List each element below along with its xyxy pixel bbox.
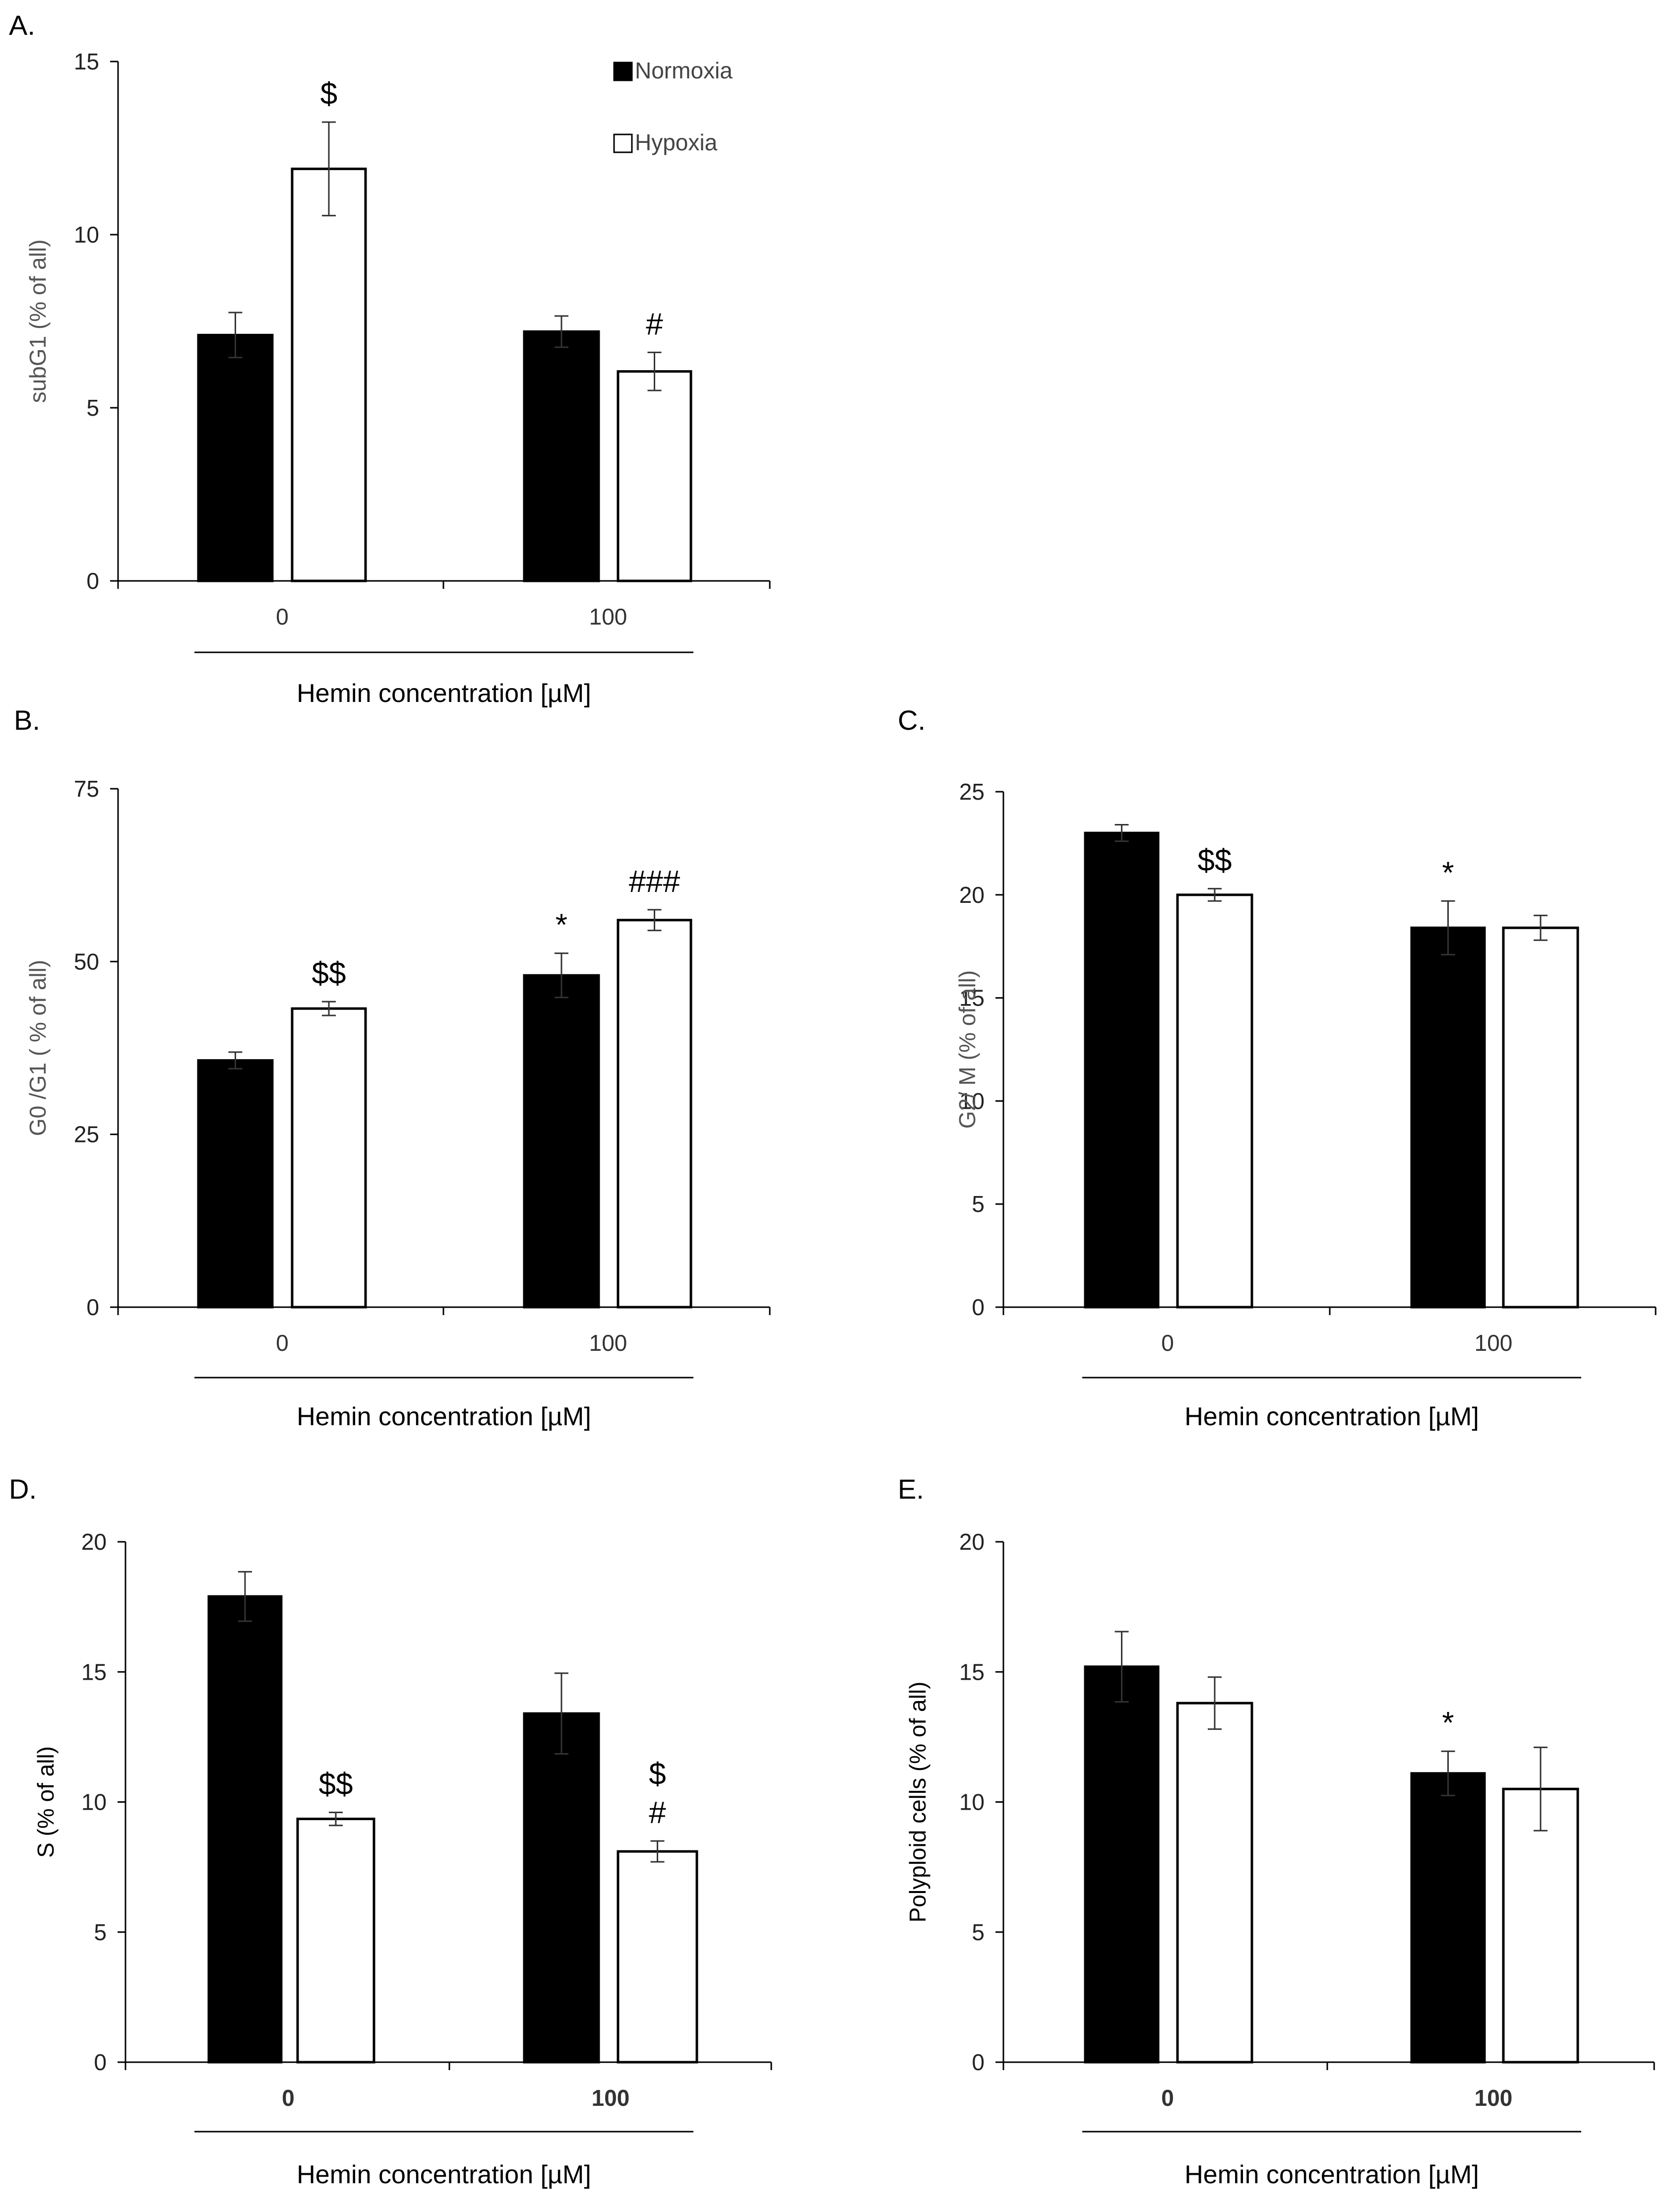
bar-hypoxia-100 bbox=[617, 1850, 698, 2064]
significance-label: * bbox=[1442, 856, 1454, 890]
y-tick-label: 5 bbox=[972, 1919, 985, 1945]
bar-hypoxia-0 bbox=[1176, 1702, 1253, 2064]
legend-swatch-normoxia bbox=[613, 62, 633, 81]
x-axis-label: Hemin concentration [µM] bbox=[297, 1402, 591, 1431]
x-category-label: 100 bbox=[1475, 2085, 1513, 2111]
y-axis-label: S (% of all) bbox=[33, 1746, 59, 1858]
y-tick-label: 50 bbox=[74, 948, 99, 974]
legend-swatch-hypoxia bbox=[613, 133, 633, 153]
x-category-label: 100 bbox=[1475, 1330, 1513, 1356]
bar-normoxia-100 bbox=[523, 974, 600, 1309]
y-tick-label: 10 bbox=[959, 1088, 985, 1114]
y-tick-label: 20 bbox=[81, 1529, 107, 1555]
panel-d-chart: D. 0 5 10 15 20 $$ 0 $ #100 Hemin concentration [… bbox=[9, 1473, 772, 2189]
significance-label: # bbox=[649, 1796, 666, 1830]
significance-label: $ bbox=[320, 77, 337, 111]
y-tick-label: 20 bbox=[959, 882, 985, 908]
significance-label: $ bbox=[649, 1757, 666, 1791]
bar-hypoxia-0 bbox=[296, 1818, 375, 2064]
significance-label: ### bbox=[629, 865, 681, 899]
legend-label-hypoxia: Hypoxia bbox=[635, 129, 718, 155]
y-axis-label: Polyploid cells (% of all) bbox=[905, 1682, 930, 1923]
bar-hypoxia-0 bbox=[291, 1007, 367, 1309]
panel-letter: A. bbox=[9, 9, 35, 41]
bar-normoxia-0 bbox=[197, 333, 274, 582]
panel-a-chart: A. 0 5 10 15 $0 #100 Hemin concentration [µM] s… bbox=[9, 9, 771, 708]
y-tick-label: 10 bbox=[959, 1789, 985, 1815]
x-category-label: 100 bbox=[589, 604, 627, 630]
x-axis-label: Hemin concentration [µM] bbox=[1184, 2160, 1479, 2189]
bar-normoxia-0 bbox=[1084, 1665, 1160, 2064]
y-tick-label: 75 bbox=[74, 776, 99, 802]
y-tick-label: 10 bbox=[81, 1789, 107, 1815]
significance-label: $$ bbox=[312, 956, 346, 991]
bar-normoxia-100 bbox=[1410, 1772, 1486, 2064]
significance-label: * bbox=[556, 908, 567, 943]
y-tick-label: 0 bbox=[972, 1294, 985, 1320]
panel-c-chart: C. 0 5 10 15 20 25 $$ 0 * 100 Hemin concentration … bbox=[898, 704, 1657, 1431]
significance-label: $$ bbox=[319, 1767, 353, 1801]
x-category-label: 100 bbox=[589, 1330, 627, 1356]
x-axis-label: Hemin concentration [µM] bbox=[297, 679, 591, 708]
panel-letter: E. bbox=[898, 1473, 924, 1505]
panel-e-chart: E. 0 5 10 15 20 0 * 100 Hemin concentration [µM]… bbox=[898, 1473, 1655, 2189]
y-tick-label: 15 bbox=[81, 1659, 107, 1685]
bar-normoxia-100 bbox=[523, 330, 600, 582]
y-axis-label: subG1 (% of all) bbox=[25, 240, 51, 403]
panel-letter: C. bbox=[898, 704, 926, 736]
x-category-label: 0 bbox=[276, 1330, 289, 1356]
y-tick-label: 5 bbox=[94, 1919, 107, 1945]
y-tick-label: 20 bbox=[959, 1529, 985, 1555]
bar-hypoxia-100 bbox=[617, 370, 692, 582]
y-tick-label: 0 bbox=[972, 2049, 985, 2075]
y-tick-label: 25 bbox=[74, 1122, 99, 1147]
x-axis-label: Hemin concentration [µM] bbox=[297, 2160, 591, 2189]
y-tick-label: 15 bbox=[959, 1659, 985, 1685]
bar-normoxia-100 bbox=[523, 1712, 600, 2064]
bar-normoxia-0 bbox=[1084, 831, 1160, 1309]
y-tick-label: 25 bbox=[959, 779, 985, 805]
x-category-label: 0 bbox=[1161, 2085, 1174, 2111]
significance-label: * bbox=[1442, 1706, 1454, 1740]
x-category-label: 0 bbox=[1161, 1330, 1174, 1356]
bar-hypoxia-0 bbox=[1176, 893, 1253, 1309]
y-axis-label: G2/ M (% of all) bbox=[954, 970, 980, 1129]
legend-label-normoxia: Normoxia bbox=[635, 58, 733, 83]
y-tick-label: 10 bbox=[74, 222, 99, 248]
bar-normoxia-0 bbox=[197, 1059, 274, 1309]
x-category-label: 100 bbox=[592, 2085, 630, 2111]
panel-letter: D. bbox=[9, 1473, 37, 1505]
x-category-label: 0 bbox=[282, 2085, 295, 2111]
y-axis-label: G0 /G1 ( % of all) bbox=[25, 960, 51, 1136]
significance-label: # bbox=[646, 307, 663, 341]
bar-normoxia-100 bbox=[1410, 926, 1486, 1309]
y-tick-label: 0 bbox=[94, 2049, 107, 2075]
y-tick-label: 5 bbox=[972, 1191, 985, 1217]
y-tick-label: 0 bbox=[86, 568, 99, 594]
y-tick-label: 5 bbox=[86, 395, 99, 421]
panel-letter: B. bbox=[14, 704, 40, 736]
y-tick-label: 15 bbox=[959, 985, 985, 1011]
bar-hypoxia-100 bbox=[617, 919, 692, 1309]
y-tick-label: 15 bbox=[74, 49, 99, 74]
x-category-label: 0 bbox=[276, 604, 289, 630]
x-axis-label: Hemin concentration [µM] bbox=[1184, 1402, 1479, 1431]
panel-b-chart: B. 0 25 50 75 $$ 0 * ### 100 Hemin concentration … bbox=[14, 704, 771, 1431]
bar-hypoxia-100 bbox=[1502, 926, 1579, 1309]
bar-hypoxia-100 bbox=[1502, 1787, 1579, 2064]
bar-normoxia-0 bbox=[207, 1595, 283, 2064]
bar-hypoxia-0 bbox=[291, 167, 367, 582]
significance-label: $$ bbox=[1198, 843, 1232, 878]
y-tick-label: 0 bbox=[86, 1294, 99, 1320]
